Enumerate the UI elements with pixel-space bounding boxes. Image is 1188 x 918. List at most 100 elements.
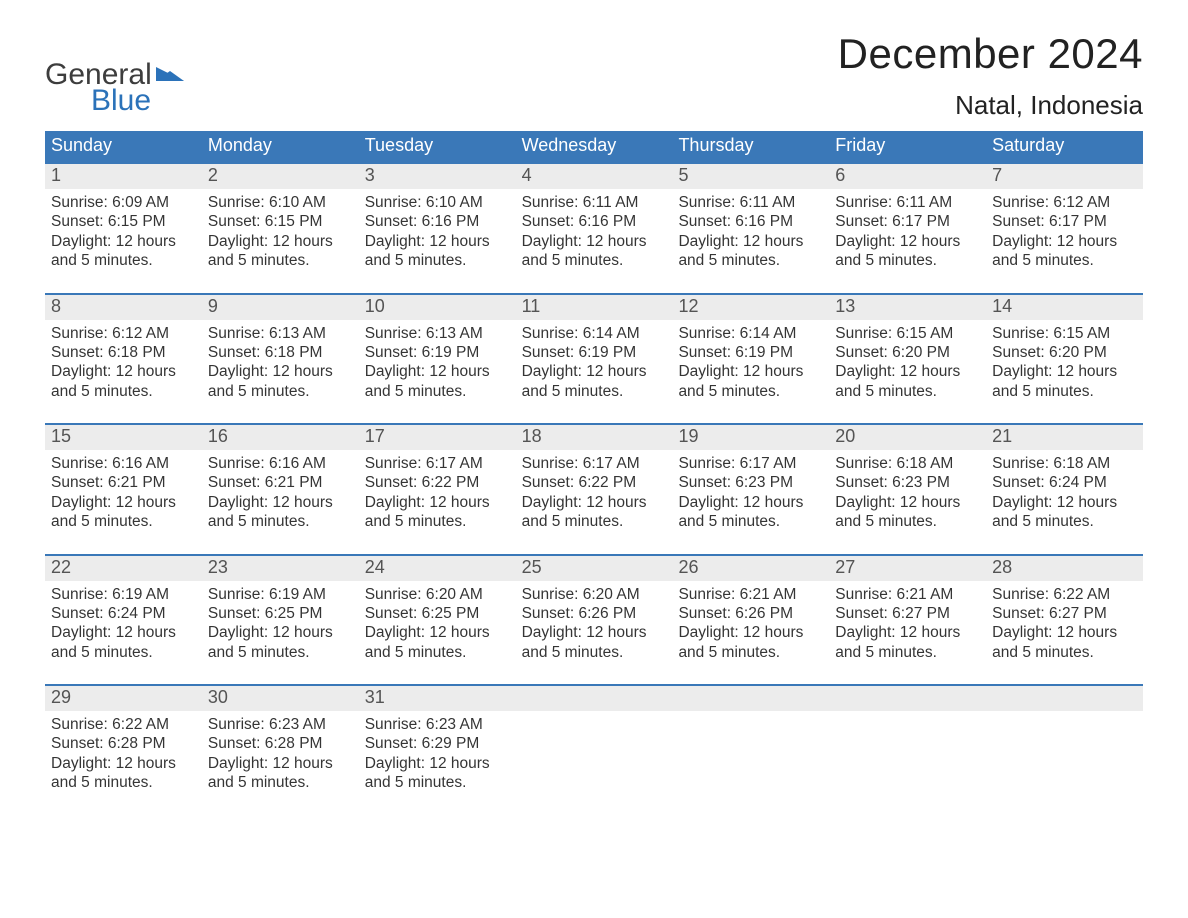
day-number: 28 [992,557,1012,577]
cell-body: Sunrise: 6:13 AMSunset: 6:19 PMDaylight:… [359,320,516,402]
cell-body: Sunrise: 6:19 AMSunset: 6:25 PMDaylight:… [202,581,359,663]
sunset-line: Sunset: 6:19 PM [522,343,667,362]
sunset-line: Sunset: 6:27 PM [835,604,980,623]
sunrise-line: Sunrise: 6:11 AM [522,193,667,212]
daylight-line: Daylight: 12 hours and 5 minutes. [522,493,667,532]
week-row: 22Sunrise: 6:19 AMSunset: 6:24 PMDayligh… [45,554,1143,663]
daylight-line: Daylight: 12 hours and 5 minutes. [51,493,196,532]
day-number: 25 [522,557,542,577]
day-number-row: 17 [359,425,516,450]
cell-body: Sunrise: 6:14 AMSunset: 6:19 PMDaylight:… [672,320,829,402]
day-number-row: 26 [672,556,829,581]
day-number-row: 10 [359,295,516,320]
day-number: 16 [208,426,228,446]
calendar-cell [986,686,1143,793]
day-number [835,687,840,707]
cell-body: Sunrise: 6:11 AMSunset: 6:16 PMDaylight:… [516,189,673,271]
calendar-cell: 9Sunrise: 6:13 AMSunset: 6:18 PMDaylight… [202,295,359,402]
sunset-line: Sunset: 6:20 PM [992,343,1137,362]
cell-body: Sunrise: 6:10 AMSunset: 6:15 PMDaylight:… [202,189,359,271]
sunset-line: Sunset: 6:21 PM [208,473,353,492]
day-number-row: 3 [359,164,516,189]
calendar-cell: 2Sunrise: 6:10 AMSunset: 6:15 PMDaylight… [202,164,359,271]
daylight-line: Daylight: 12 hours and 5 minutes. [51,232,196,271]
day-number-row: 13 [829,295,986,320]
daylight-line: Daylight: 12 hours and 5 minutes. [208,754,353,793]
cell-body: Sunrise: 6:15 AMSunset: 6:20 PMDaylight:… [986,320,1143,402]
calendar-cell: 19Sunrise: 6:17 AMSunset: 6:23 PMDayligh… [672,425,829,532]
cell-body: Sunrise: 6:23 AMSunset: 6:29 PMDaylight:… [359,711,516,793]
day-number: 5 [678,165,688,185]
day-number-row: 2 [202,164,359,189]
cell-body: Sunrise: 6:18 AMSunset: 6:24 PMDaylight:… [986,450,1143,532]
sunrise-line: Sunrise: 6:12 AM [51,324,196,343]
day-number-row: 14 [986,295,1143,320]
day-number: 21 [992,426,1012,446]
cell-body: Sunrise: 6:17 AMSunset: 6:23 PMDaylight:… [672,450,829,532]
day-number-row: 20 [829,425,986,450]
sunset-line: Sunset: 6:23 PM [678,473,823,492]
cell-body: Sunrise: 6:22 AMSunset: 6:28 PMDaylight:… [45,711,202,793]
sunrise-line: Sunrise: 6:10 AM [208,193,353,212]
cell-body: Sunrise: 6:11 AMSunset: 6:17 PMDaylight:… [829,189,986,271]
day-number-row: 11 [516,295,673,320]
week-row: 1Sunrise: 6:09 AMSunset: 6:15 PMDaylight… [45,162,1143,271]
sunrise-line: Sunrise: 6:20 AM [522,585,667,604]
logo-word-blue: Blue [91,84,151,118]
day-number: 13 [835,296,855,316]
daylight-line: Daylight: 12 hours and 5 minutes. [365,623,510,662]
daylight-line: Daylight: 12 hours and 5 minutes. [835,493,980,532]
sunrise-line: Sunrise: 6:23 AM [365,715,510,734]
day-number-row [829,686,986,711]
sunset-line: Sunset: 6:16 PM [678,212,823,231]
calendar-cell: 21 Sunrise: 6:18 AMSunset: 6:24 PMDayligh… [986,425,1143,532]
calendar-cell: 16 Sunrise: 6:16 AMSunset: 6:21 PMDayligh… [202,425,359,532]
sunrise-line: Sunrise: 6:17 AM [365,454,510,473]
sunrise-line: Sunrise: 6:11 AM [835,193,980,212]
day-number-row: 19 [672,425,829,450]
calendar-cell: 20 Sunrise: 6:18 AMSunset: 6:23 PMDayligh… [829,425,986,532]
day-number [992,687,997,707]
day-number-row: 18 [516,425,673,450]
day-number: 24 [365,557,385,577]
daylight-line: Daylight: 12 hours and 5 minutes. [208,623,353,662]
sunrise-line: Sunrise: 6:16 AM [51,454,196,473]
daylight-line: Daylight: 12 hours and 5 minutes. [992,232,1137,271]
calendar-cell: 27Sunrise: 6:21 AMSunset: 6:27 PMDayligh… [829,556,986,663]
day-number: 20 [835,426,855,446]
daylight-line: Daylight: 12 hours and 5 minutes. [208,362,353,401]
cell-body: Sunrise: 6:10 AMSunset: 6:16 PMDaylight:… [359,189,516,271]
calendar-cell: 25 Sunrise: 6:20 AMSunset: 6:26 PMDayligh… [516,556,673,663]
logo: General Blue [45,30,184,118]
sunset-line: Sunset: 6:27 PM [992,604,1137,623]
daylight-line: Daylight: 12 hours and 5 minutes. [678,623,823,662]
daylight-line: Daylight: 12 hours and 5 minutes. [678,493,823,532]
sunrise-line: Sunrise: 6:17 AM [678,454,823,473]
day-number: 3 [365,165,375,185]
day-number: 17 [365,426,385,446]
day-number: 1 [51,165,61,185]
daylight-line: Daylight: 12 hours and 5 minutes. [208,232,353,271]
day-number: 4 [522,165,532,185]
sunrise-line: Sunrise: 6:19 AM [208,585,353,604]
cell-body: Sunrise: 6:11 AMSunset: 6:16 PMDaylight:… [672,189,829,271]
day-number: 31 [365,687,385,707]
cell-body: Sunrise: 6:15 AMSunset: 6:20 PMDaylight:… [829,320,986,402]
sunrise-line: Sunrise: 6:14 AM [678,324,823,343]
day-number-row: 27 [829,556,986,581]
weekday-header: Sunday [45,131,202,162]
day-number-row: 23 [202,556,359,581]
sunrise-line: Sunrise: 6:10 AM [365,193,510,212]
sunset-line: Sunset: 6:29 PM [365,734,510,753]
sunrise-line: Sunrise: 6:15 AM [992,324,1137,343]
header: General Blue December 2024 Natal, Indone… [45,30,1143,121]
sunset-line: Sunset: 6:21 PM [51,473,196,492]
sunset-line: Sunset: 6:17 PM [835,212,980,231]
calendar-cell: 30Sunrise: 6:23 AMSunset: 6:28 PMDayligh… [202,686,359,793]
cell-body: Sunrise: 6:18 AMSunset: 6:23 PMDaylight:… [829,450,986,532]
sunset-line: Sunset: 6:20 PM [835,343,980,362]
cell-body: Sunrise: 6:16 AMSunset: 6:21 PMDaylight:… [202,450,359,532]
calendar-cell: 13 Sunrise: 6:15 AMSunset: 6:20 PMDayligh… [829,295,986,402]
cell-body: Sunrise: 6:20 AMSunset: 6:26 PMDaylight:… [516,581,673,663]
calendar: Sunday Monday Tuesday Wednesday Thursday… [45,131,1143,793]
